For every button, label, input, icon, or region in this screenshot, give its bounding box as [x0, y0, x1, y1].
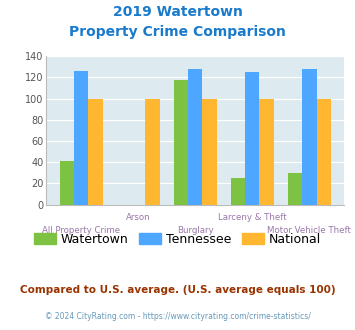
Text: All Property Crime: All Property Crime: [42, 226, 120, 235]
Bar: [145, 99, 160, 205]
Bar: [302, 69, 317, 205]
Bar: [174, 81, 188, 205]
Bar: [260, 99, 274, 205]
Bar: [88, 99, 103, 205]
Text: © 2024 CityRating.com - https://www.cityrating.com/crime-statistics/: © 2024 CityRating.com - https://www.city…: [45, 312, 310, 321]
Bar: [317, 99, 331, 205]
Text: Motor Vehicle Theft: Motor Vehicle Theft: [267, 226, 351, 235]
Bar: [288, 173, 302, 205]
Text: 2019 Watertown: 2019 Watertown: [113, 5, 242, 19]
Bar: [245, 72, 260, 205]
Text: Burglary: Burglary: [177, 226, 214, 235]
Text: Larceny & Theft: Larceny & Theft: [218, 213, 286, 222]
Bar: [74, 71, 88, 205]
Bar: [60, 161, 74, 205]
Text: Property Crime Comparison: Property Crime Comparison: [69, 25, 286, 39]
Legend: Watertown, Tennessee, National: Watertown, Tennessee, National: [28, 228, 327, 251]
Text: Compared to U.S. average. (U.S. average equals 100): Compared to U.S. average. (U.S. average …: [20, 285, 335, 295]
Bar: [231, 178, 245, 205]
Bar: [202, 99, 217, 205]
Bar: [188, 69, 202, 205]
Text: Arson: Arson: [126, 213, 151, 222]
